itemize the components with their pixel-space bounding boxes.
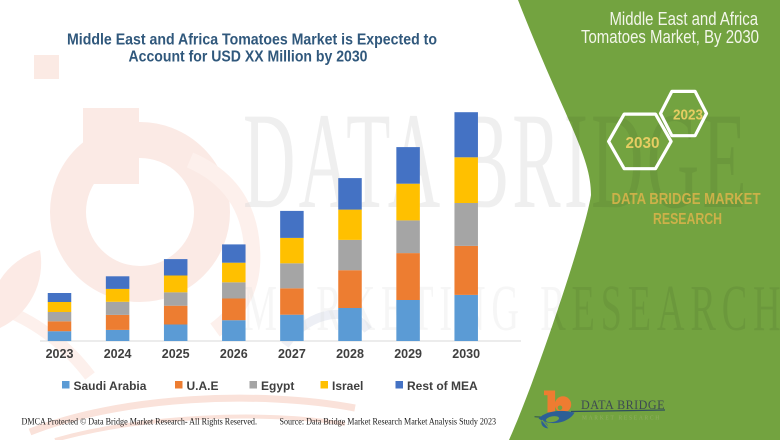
svg-text:2025: 2025 xyxy=(162,347,190,361)
svg-text:MARKET RESEARCH: MARKET RESEARCH xyxy=(582,415,661,422)
svg-text:2023: 2023 xyxy=(46,347,74,361)
svg-text:2030: 2030 xyxy=(626,135,660,152)
svg-text:Middle East and Africa: Middle East and Africa xyxy=(610,8,759,29)
svg-text:Tomatoes Market, By 2030: Tomatoes Market, By 2030 xyxy=(581,26,759,47)
svg-text:Source: Data Bridge Market Res: Source: Data Bridge Market Research Mark… xyxy=(280,418,497,428)
svg-text:Middle East and Africa Tomatoe: Middle East and Africa Tomatoes Market i… xyxy=(67,31,437,48)
svg-text:2027: 2027 xyxy=(278,347,306,361)
svg-text:2024: 2024 xyxy=(104,347,132,361)
svg-text:2029: 2029 xyxy=(394,347,422,361)
svg-text:2030: 2030 xyxy=(452,347,480,361)
svg-text:Israel: Israel xyxy=(332,379,363,393)
svg-text:DMCA Protected © Data Bridge M: DMCA Protected © Data Bridge Market Rese… xyxy=(22,417,258,428)
svg-text:Account for USD XX Million by: Account for USD XX Million by 2030 xyxy=(129,48,368,65)
svg-text:U.A.E: U.A.E xyxy=(187,379,219,393)
svg-text:Egypt: Egypt xyxy=(261,379,294,393)
svg-text:RESEARCH: RESEARCH xyxy=(653,211,722,228)
svg-text:DATA BRIDGE MARKET: DATA BRIDGE MARKET xyxy=(612,191,761,208)
svg-text:2028: 2028 xyxy=(336,347,364,361)
svg-text:DATA BRIDGE: DATA BRIDGE xyxy=(581,398,665,412)
svg-text:2023: 2023 xyxy=(673,107,703,124)
svg-text:Rest of MEA: Rest of MEA xyxy=(407,379,478,393)
svg-text:Saudi Arabia: Saudi Arabia xyxy=(74,379,147,393)
svg-text:2026: 2026 xyxy=(220,347,248,361)
